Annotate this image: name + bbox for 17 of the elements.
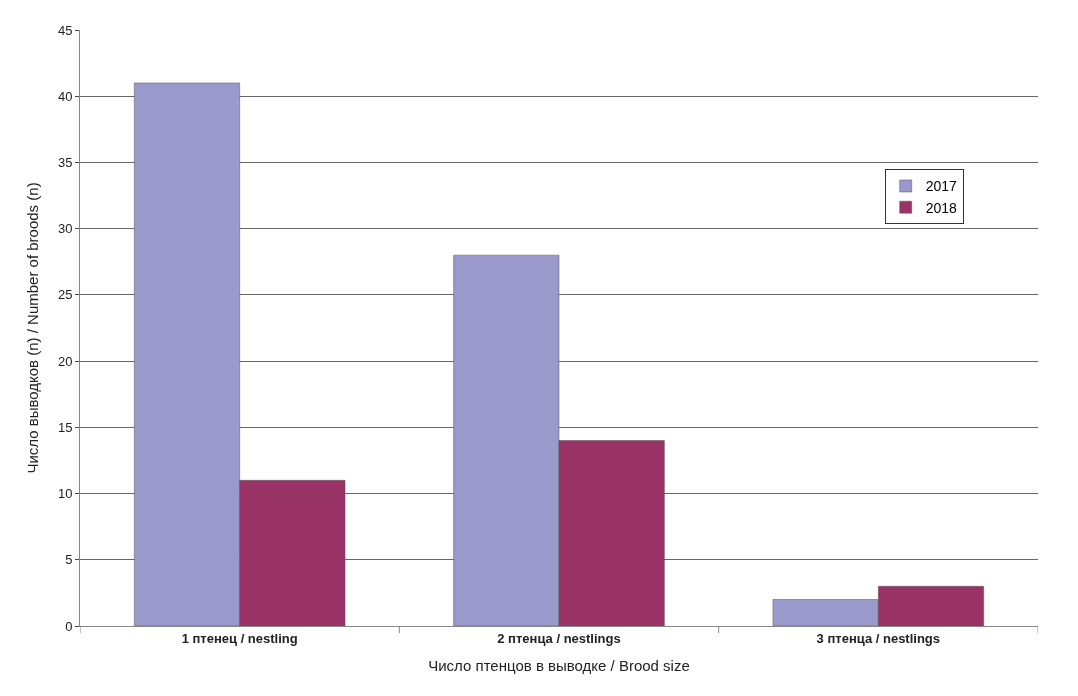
- legend-label: 2018: [925, 199, 958, 216]
- y-tick-label: 20: [57, 353, 73, 369]
- y-tick-label: 30: [57, 221, 73, 237]
- y-axis-title: Число выводков (n) / Number of broods (n): [24, 182, 42, 474]
- x-tick-label: 2 птенца / nestlings: [497, 630, 621, 646]
- y-tick-label: 35: [57, 154, 73, 170]
- y-tick-label: 25: [57, 287, 73, 303]
- y-tick-label: 0: [65, 618, 73, 634]
- x-tick-label: 1 птенец / nestling: [181, 630, 298, 646]
- legend-label: 2017: [925, 178, 958, 195]
- y-tick-label: 45: [57, 22, 73, 38]
- x-tick-label: 3 птенца / nestlings: [816, 630, 941, 646]
- x-axis-title: Число птенцов в выводке / Brood size: [428, 656, 690, 674]
- y-tick-label: 10: [57, 486, 73, 502]
- y-tick-label: 5: [65, 552, 73, 568]
- y-tick-label: 15: [57, 419, 73, 435]
- y-tick-label: 40: [57, 88, 73, 104]
